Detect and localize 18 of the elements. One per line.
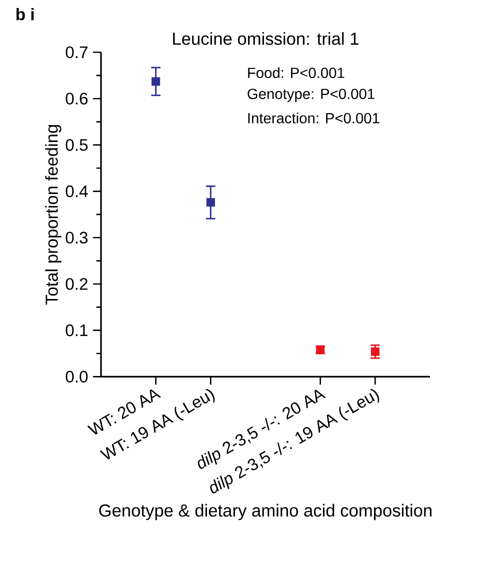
y-tick-label: 0.3 — [66, 232, 88, 244]
point — [370, 347, 380, 356]
y-tick-label: 0.0 — [66, 370, 88, 383]
annotation: Genotype: P<0.001 — [248, 88, 374, 102]
y-tick-label: 0.4 — [66, 185, 88, 198]
y-tick-label: 0.7 — [66, 46, 88, 58]
chart-title: Leucine omission: trial 1 — [173, 32, 358, 45]
text: b i — [16, 8, 34, 20]
y-tick-label: 0.6 — [66, 92, 88, 105]
y-tick-label: 0.1 — [66, 324, 88, 336]
annotation: Food: P<0.001 — [248, 67, 344, 78]
y-tick-label: 0.5 — [66, 139, 88, 151]
point — [206, 198, 215, 207]
x-axis-title: Genotype & dietary amino acid composition — [99, 504, 432, 520]
y-tick-label: 0.2 — [66, 278, 88, 290]
point — [152, 77, 160, 86]
y-axis-title: Total proportion feeding — [45, 125, 62, 305]
annotation: Interaction: P<0.001 — [248, 112, 380, 124]
